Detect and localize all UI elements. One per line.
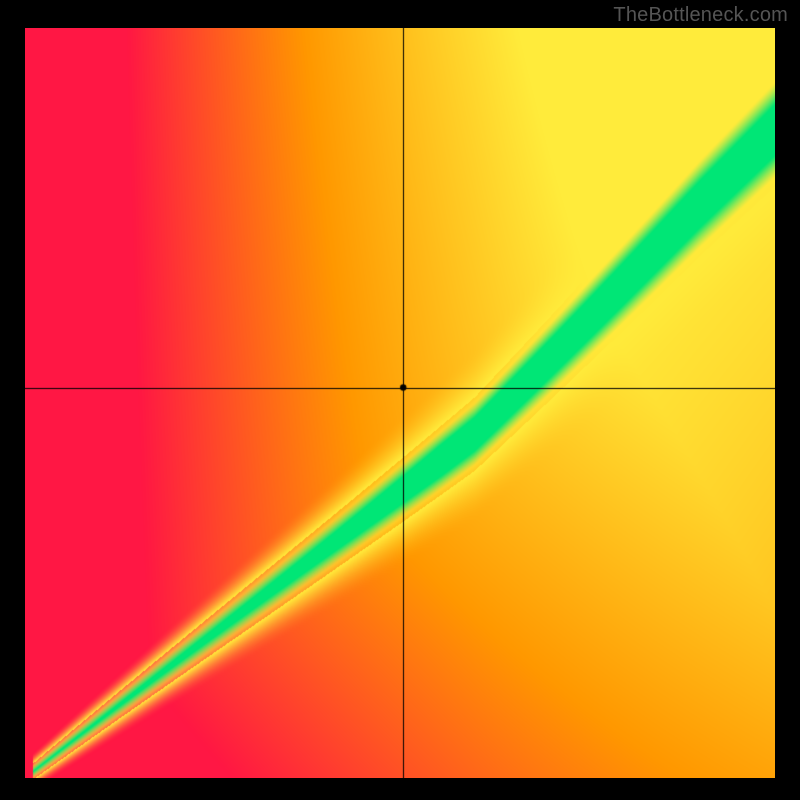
chart-container: TheBottleneck.com [0,0,800,800]
watermark-text: TheBottleneck.com [613,4,788,27]
heatmap-canvas [25,28,775,778]
